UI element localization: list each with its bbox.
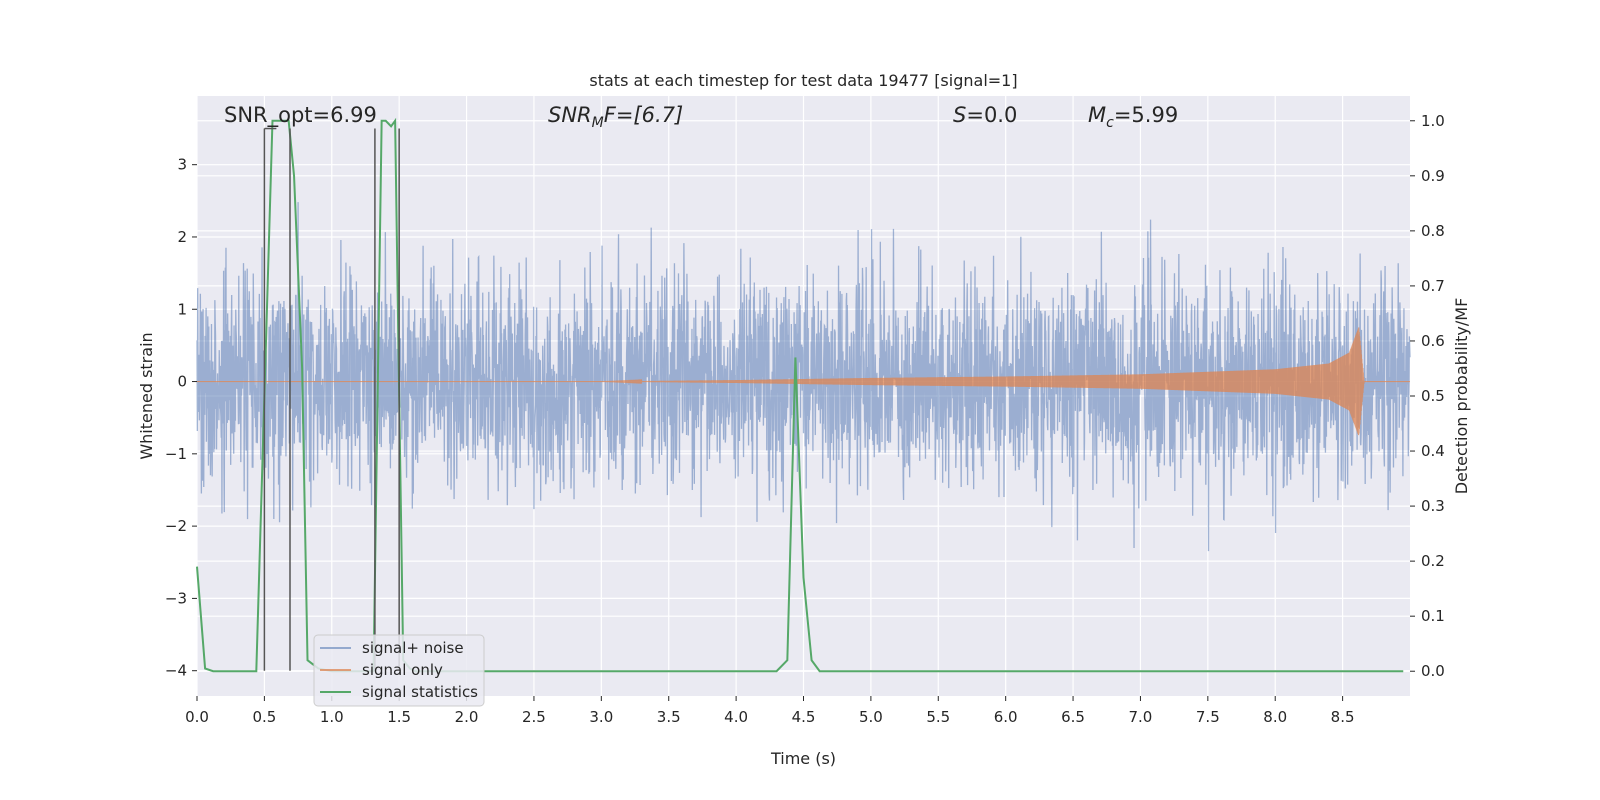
- y2-tick-label: 0.7: [1421, 277, 1445, 295]
- x-tick-label: 6.5: [1061, 708, 1085, 726]
- x-tick-label: 4.0: [724, 708, 748, 726]
- x-tick-label: 8.5: [1331, 708, 1355, 726]
- axis-ticks: 0.0 0.5 1.0 1.5 2.0 2.5 3.0 3.5 4.0 4.5 5.0 5.5 6.0 6…: [165, 112, 1445, 726]
- y-tick-label: 3: [177, 156, 187, 174]
- x-tick-label: 6.0: [994, 708, 1018, 726]
- y-tick-label: −2: [165, 517, 187, 535]
- marker-lines: [263, 127, 400, 671]
- signal-statistics-line: [196, 117, 1404, 673]
- legend-label-signal-only: signal only: [362, 661, 443, 679]
- x-tick-label: 8.0: [1263, 708, 1287, 726]
- y2-tick-label: 0.1: [1421, 607, 1445, 625]
- x-tick-label: 5.5: [926, 708, 950, 726]
- y-tick-label: 1: [177, 300, 187, 318]
- y2-tick-label: 0.2: [1421, 552, 1445, 570]
- annotation-snr-mf: SNRMF=[6.7]: [548, 103, 683, 131]
- y2-tick-label: 1.0: [1421, 112, 1445, 130]
- x-tick-label: 3.5: [657, 708, 681, 726]
- x-tick-label: 4.5: [792, 708, 816, 726]
- x-axis-label: Time (s): [770, 749, 836, 768]
- legend-label-signal-statistics: signal statistics: [362, 683, 478, 701]
- y2-axis-label: Detection probability/MF: [1452, 298, 1471, 495]
- legend-label-signal-noise: signal+ noise: [362, 639, 464, 657]
- annotation-s: S=0.0: [953, 103, 1017, 127]
- y2-tick-label: 0.0: [1421, 662, 1445, 680]
- x-tick-label: 1.0: [320, 708, 344, 726]
- y2-tick-label: 0.5: [1421, 387, 1445, 405]
- y2-tick-label: 0.3: [1421, 497, 1445, 515]
- y2-tick-label: 0.4: [1421, 442, 1445, 460]
- y-tick-label: 0: [177, 373, 187, 391]
- series-signal-statistics: [196, 117, 1404, 673]
- y2-tick-label: 0.8: [1421, 222, 1445, 240]
- legend-box: [313, 634, 485, 707]
- x-tick-label: 2.5: [522, 708, 546, 726]
- legend: signal+ noise signal only signal statist…: [313, 634, 485, 707]
- x-tick-label: 5.0: [859, 708, 883, 726]
- y-tick-label: −3: [165, 589, 187, 607]
- x-tick-label: 2.0: [455, 708, 479, 726]
- x-tick-label: 1.5: [387, 708, 411, 726]
- y-axis-label: Whitened strain: [137, 332, 156, 459]
- x-tick-label: 0.5: [252, 708, 276, 726]
- x-tick-label: 7.5: [1196, 708, 1220, 726]
- annotation-mc: Mc=5.99: [1088, 103, 1178, 131]
- annotation-snr-opt: SNR_opt=6.99: [224, 103, 377, 128]
- y2-tick-label: 0.9: [1421, 167, 1445, 185]
- y-tick-label: −4: [165, 662, 187, 680]
- y-tick-label: 2: [177, 228, 187, 246]
- y-tick-label: −1: [165, 445, 187, 463]
- x-tick-label: 0.0: [185, 708, 209, 726]
- chart-title: stats at each timestep for test data 194…: [589, 71, 1017, 90]
- y2-tick-label: 0.6: [1421, 332, 1445, 350]
- x-tick-label: 7.0: [1129, 708, 1153, 726]
- x-tick-label: 3.0: [589, 708, 613, 726]
